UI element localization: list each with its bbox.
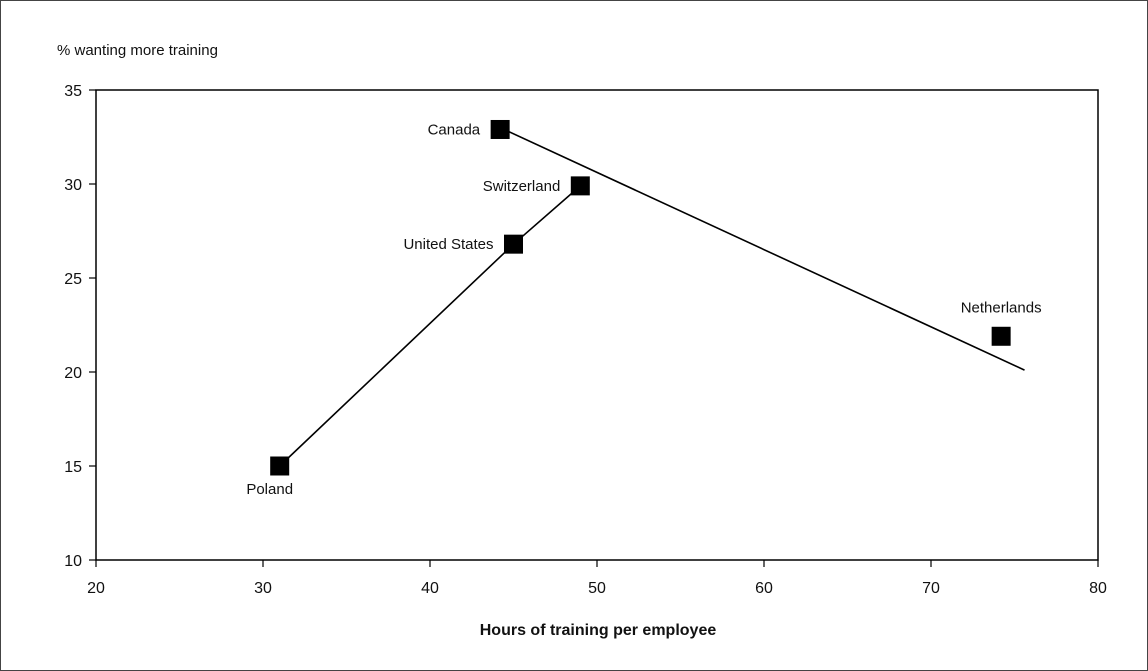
x-tick-label: 50 [588,580,606,597]
data-point-label: Canada [428,121,481,138]
x-tick-label: 30 [254,580,272,597]
x-tick-label: 70 [922,580,940,597]
data-point-marker [991,326,1011,346]
y-axis: 10 15 20 25 30 35 [64,83,96,570]
y-tick-label: 25 [64,271,82,288]
data-point-marker [570,176,590,196]
data-point-marker [490,119,510,139]
trend-line [499,126,1025,371]
x-axis-title: Hours of training per employee [480,622,717,639]
trend-line [279,185,581,467]
y-tick-label: 30 [64,177,82,194]
data-point-label: Switzerland [483,178,561,195]
y-tick-label: 10 [64,553,82,570]
data-labels: Poland United States Switzerland Canada Neth… [246,121,1041,498]
data-point-label: Netherlands [961,299,1042,316]
data-points [270,119,1011,476]
y-tick-label: 35 [64,83,82,100]
x-tick-label: 20 [87,580,105,597]
x-tick-label: 60 [755,580,773,597]
y-tick-label: 20 [64,365,82,382]
x-axis: 20 30 40 50 60 70 80 [87,560,1107,597]
y-axis-title: % wanting more training [57,42,218,59]
data-point-marker [504,234,523,254]
trend-lines [279,126,1025,467]
data-point-label: United States [403,236,493,253]
data-point-label: Poland [246,481,293,498]
y-tick-label: 15 [64,459,82,476]
x-tick-label: 40 [421,580,439,597]
data-point-marker [270,456,290,476]
x-tick-label: 80 [1089,580,1107,597]
